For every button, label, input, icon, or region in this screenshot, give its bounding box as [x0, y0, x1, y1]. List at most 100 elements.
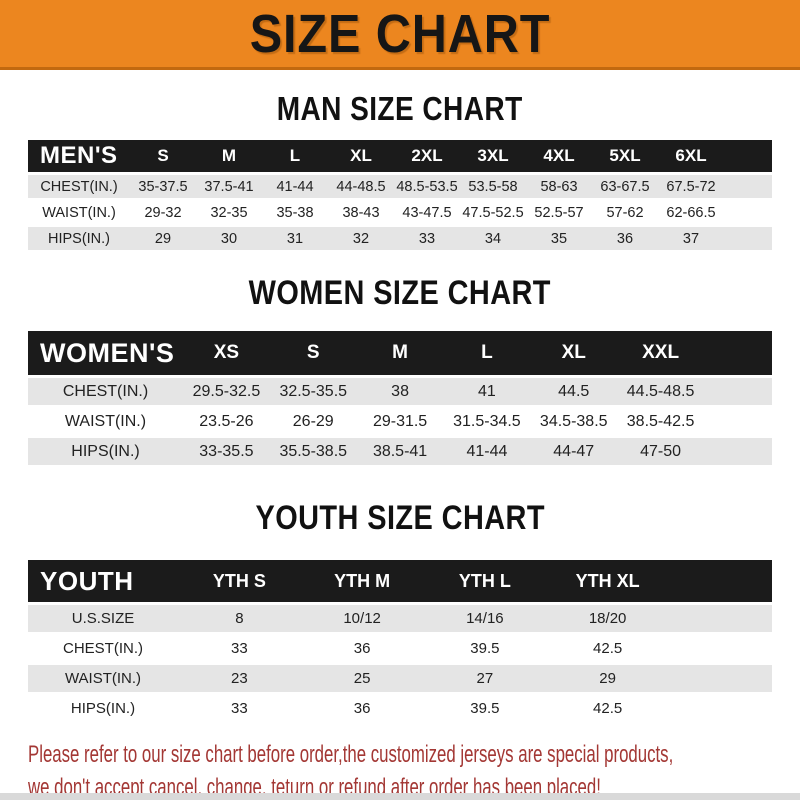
column-header: 5XL [592, 140, 658, 172]
size-value: 31.5-34.5 [443, 408, 531, 435]
column-header: YTH L [423, 560, 547, 602]
size-value: 33 [178, 635, 301, 662]
size-value: 32.5-35.5 [269, 378, 357, 405]
size-value: 44.5-48.5 [617, 378, 704, 405]
size-value: 29 [130, 227, 196, 250]
table-row: HIPS(IN.) 29 30 31 32 33 34 35 36 37 [28, 227, 772, 250]
size-value: 30 [196, 227, 262, 250]
size-value: 63-67.5 [592, 175, 658, 198]
size-value: 57-62 [592, 201, 658, 224]
size-value: 38.5-41 [356, 438, 444, 465]
table-header-row: WOMEN'S XS S M L XL XXL [28, 331, 772, 375]
row-spacer-cell [724, 227, 772, 250]
size-value: 38.5-42.5 [617, 408, 704, 435]
table-header-label: YOUTH [28, 560, 178, 602]
size-value: 35 [526, 227, 592, 250]
size-value: 23 [178, 665, 301, 692]
women-size-table: WOMEN'S XS S M L XL XXL CHEST(IN.) 29.5-32.5 32.5… [28, 328, 772, 468]
column-header: M [196, 140, 262, 172]
size-value: 36 [592, 227, 658, 250]
column-header: S [130, 140, 196, 172]
column-header: L [262, 140, 328, 172]
size-value: 47-50 [617, 438, 704, 465]
size-value: 37.5-41 [196, 175, 262, 198]
header-spacer-cell [669, 560, 772, 602]
size-value: 8 [178, 605, 301, 632]
column-header: 2XL [394, 140, 460, 172]
table-row: WAIST(IN.) 23.5-26 26-29 29-31.5 31.5-34.5 34… [28, 408, 772, 435]
disclaimer-line-1-text: Please refer to our size chart before or… [28, 741, 674, 768]
size-value: 31 [262, 227, 328, 250]
size-value: 26-29 [269, 408, 357, 435]
youth-size-section: YOUTH SIZE CHART YOUTH YTH S YTH M YTH L YTH… [0, 499, 800, 725]
size-value: 29-31.5 [356, 408, 444, 435]
column-header: YTH S [178, 560, 301, 602]
size-chart-banner-title: SIZE CHART [249, 3, 551, 64]
size-value: 58-63 [526, 175, 592, 198]
header-spacer-cell [724, 140, 772, 172]
row-spacer-cell [669, 635, 772, 662]
table-row: CHEST(IN.) 35-37.5 37.5-41 41-44 44-48.5 48.5… [28, 175, 772, 198]
row-spacer-cell [669, 665, 772, 692]
table-row: HIPS(IN.) 33-35.5 35.5-38.5 38.5-41 41-44 44-… [28, 438, 772, 465]
size-value: 44-48.5 [328, 175, 394, 198]
column-header: XXL [617, 331, 704, 375]
table-header-label: MEN'S [28, 140, 130, 172]
column-header: XL [530, 331, 618, 375]
men-size-table: MEN'S S M L XL 2XL 3XL 4XL 5XL 6XL CHEST(IN.) 35-37… [28, 137, 772, 253]
size-value: 44.5 [530, 378, 618, 405]
size-value: 38 [356, 378, 444, 405]
size-value: 39.5 [423, 635, 547, 662]
table-row: CHEST(IN.) 29.5-32.5 32.5-35.5 38 41 44.5 44.5… [28, 378, 772, 405]
women-size-chart-title: WOMEN SIZE CHART [0, 274, 800, 313]
table-header-row: YOUTH YTH S YTH M YTH L YTH XL [28, 560, 772, 602]
size-value: 33-35.5 [183, 438, 270, 465]
disclaimer-line-1: Please refer to our size chart before or… [28, 738, 772, 771]
row-label: HIPS(IN.) [28, 695, 178, 722]
size-value: 42.5 [546, 635, 669, 662]
size-value: 33 [178, 695, 301, 722]
size-value: 53.5-58 [460, 175, 526, 198]
size-value: 36 [300, 695, 424, 722]
youth-size-table: YOUTH YTH S YTH M YTH L YTH XL U.S.SIZE 8 10/12… [28, 557, 772, 725]
size-value: 52.5-57 [526, 201, 592, 224]
size-chart-banner: SIZE CHART [0, 0, 800, 70]
row-spacer-cell [704, 408, 772, 435]
size-value: 29-32 [130, 201, 196, 224]
size-value: 67.5-72 [658, 175, 724, 198]
table-row: CHEST(IN.) 33 36 39.5 42.5 [28, 635, 772, 662]
men-size-section: MAN SIZE CHART MEN'S S M L XL 2XL 3XL 4XL 5XL 6XL… [0, 90, 800, 253]
size-value: 41-44 [443, 438, 531, 465]
size-value: 41-44 [262, 175, 328, 198]
size-value: 42.5 [546, 695, 669, 722]
size-value: 10/12 [300, 605, 424, 632]
column-header: M [356, 331, 444, 375]
column-header: 4XL [526, 140, 592, 172]
column-header: 3XL [460, 140, 526, 172]
women-size-chart-title-text: WOMEN SIZE CHART [248, 274, 552, 312]
row-label: U.S.SIZE [28, 605, 178, 632]
row-label: HIPS(IN.) [28, 227, 130, 250]
row-spacer-cell [669, 695, 772, 722]
table-row: HIPS(IN.) 33 36 39.5 42.5 [28, 695, 772, 722]
youth-size-chart-title: YOUTH SIZE CHART [0, 499, 800, 538]
row-label: WAIST(IN.) [28, 201, 130, 224]
table-row: U.S.SIZE 8 10/12 14/16 18/20 [28, 605, 772, 632]
size-value: 35-37.5 [130, 175, 196, 198]
table-row: WAIST(IN.) 29-32 32-35 35-38 38-43 43-47.5 47.… [28, 201, 772, 224]
size-value: 36 [300, 635, 424, 662]
size-value: 33 [394, 227, 460, 250]
size-value: 48.5-53.5 [394, 175, 460, 198]
column-header: S [269, 331, 357, 375]
column-header: XS [183, 331, 270, 375]
size-value: 44-47 [530, 438, 618, 465]
size-value: 29 [546, 665, 669, 692]
man-size-chart-title-text: MAN SIZE CHART [277, 90, 523, 127]
row-label: WAIST(IN.) [28, 408, 183, 435]
size-value: 32 [328, 227, 394, 250]
header-spacer-cell [704, 331, 772, 375]
row-label: CHEST(IN.) [28, 175, 130, 198]
row-spacer-cell [724, 175, 772, 198]
row-spacer-cell [704, 378, 772, 405]
column-header: YTH XL [546, 560, 669, 602]
